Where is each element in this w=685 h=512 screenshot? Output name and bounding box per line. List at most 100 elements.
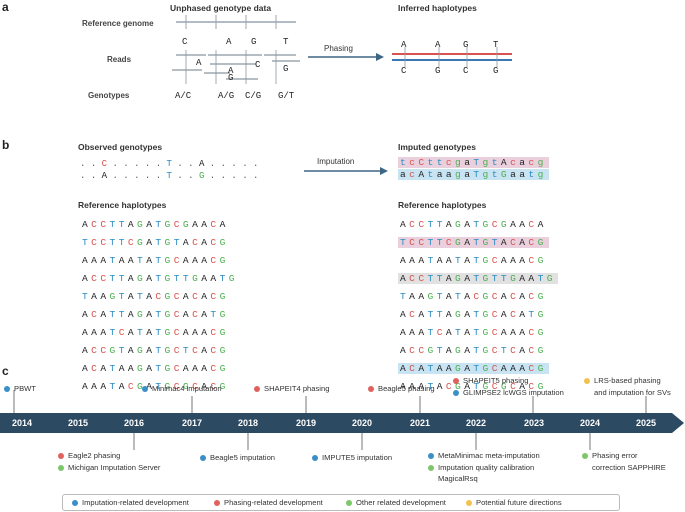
event-label: LRS-based phasing — [594, 376, 661, 385]
green-dot-icon — [582, 453, 588, 459]
panel-c-letter: c — [2, 364, 9, 378]
yellow-dot-icon — [584, 378, 590, 384]
inferred-title: Inferred haplotypes — [398, 3, 477, 13]
legend-future: Potential future directions — [466, 498, 562, 507]
timeline-connectors — [13, 390, 647, 450]
ref-hap-title-right: Reference haplotypes — [398, 200, 487, 210]
read-allele-4: C — [255, 60, 261, 70]
green-dot-icon — [58, 465, 64, 471]
year-2021: 2021 — [410, 418, 431, 428]
event-label: Minimac4 imputation — [152, 384, 222, 393]
haplotype-row: ACATAAGATGCAAACG — [398, 363, 549, 375]
event-beagle5-phasing: Beagle5 phasing — [368, 384, 435, 393]
red-dot-icon — [453, 378, 459, 384]
top-allele-1: C — [182, 37, 188, 47]
event-glimpse2: GLIMPSE2 lcWGS imputation — [453, 388, 564, 397]
event-label: Beagle5 imputation — [210, 453, 276, 462]
read-allele-3: G — [228, 73, 234, 83]
phasing-label: Phasing — [324, 44, 353, 53]
event-label: Beagle5 phasing — [378, 384, 435, 393]
green-dot-icon — [346, 500, 352, 506]
event-label: PBWT — [14, 384, 36, 393]
haplotype-row: TCCTTCGATGTACACG — [398, 237, 549, 249]
year-2014: 2014 — [12, 418, 33, 428]
genotypes-label: Genotypes — [88, 91, 130, 100]
haplotype-row: AAATACGATGCGCACG — [82, 381, 229, 392]
event-pbwt: PBWT — [4, 384, 36, 393]
haplotype-row: ACCTTAGATGTTGAATG — [398, 273, 558, 285]
red-dot-icon — [214, 500, 220, 506]
blue-dot-icon — [453, 390, 459, 396]
red-dot-icon — [368, 386, 374, 392]
observed-row-2: . . A . . . . . T . . G . . . . . — [80, 171, 259, 181]
genotype-1: A/C — [175, 91, 192, 101]
imputed-row-2: acAtaagaTgtGaatg — [398, 169, 549, 181]
genotype-2: A/G — [218, 91, 235, 101]
haplotype-row: ACCTTAGATGCGAACA — [82, 219, 229, 230]
observed-title: Observed genotypes — [78, 142, 163, 152]
genotype-4: G/T — [278, 91, 295, 101]
imputed-title: Imputed genotypes — [398, 142, 476, 152]
year-2025: 2025 — [636, 418, 657, 428]
legend-phasing: Phasing-related development — [214, 498, 323, 507]
legend-box — [62, 494, 620, 511]
read-allele-1: A — [196, 58, 202, 68]
year-2019: 2019 — [296, 418, 317, 428]
blue-dot-icon — [72, 500, 78, 506]
event-quality-calibration: Imputation quality calibration — [428, 463, 534, 472]
top-allele-4: T — [283, 37, 289, 47]
yellow-dot-icon — [466, 500, 472, 506]
haplotype-row: AAATCATATGCAAACG — [82, 327, 229, 338]
year-2022: 2022 — [466, 418, 487, 428]
event-label: Imputation quality calibration — [438, 463, 535, 472]
event-michigan: Michigan Imputation Server — [58, 463, 160, 472]
event-label: SHAPEIT4 phasing — [264, 384, 330, 393]
haplotype-row: ACCTTAGATGTTGAATG — [82, 273, 238, 284]
year-2016: 2016 — [124, 418, 145, 428]
event-label: Michigan Imputation Server — [68, 463, 161, 472]
hap-top-1: A — [401, 40, 407, 50]
blue-dot-icon — [200, 455, 206, 461]
red-dot-icon — [254, 386, 260, 392]
event-sapphire-cont: correction SAPPHIRE — [592, 463, 666, 472]
blue-dot-icon — [4, 386, 10, 392]
haplotype-row: TCCTTCGATGTACACG — [82, 237, 229, 248]
reference-haplotypes-right: ACCTTAGATGCGAACA TCCTTCGATGTACACG AAATAATA… — [398, 214, 558, 394]
event-sapphire: Phasing error — [582, 451, 638, 460]
event-shapeit5: SHAPEIT5 phasing — [453, 376, 528, 385]
event-label: Phasing error — [592, 451, 638, 460]
legend-imputation: Imputation-related development — [72, 498, 189, 507]
haplotype-row: AAATACGATGCGCACG — [400, 381, 547, 392]
event-label: IMPUTE5 imputation — [322, 453, 393, 462]
imputation-label: Imputation — [317, 157, 355, 166]
year-2017: 2017 — [182, 418, 203, 428]
panel-a-letter: a — [2, 0, 9, 14]
imputation-arrow — [304, 167, 388, 175]
haplotype-row: ACATAAGATGCAAACG — [82, 363, 229, 374]
haplotype-row: ACATTAGATGCACATG — [82, 309, 229, 320]
year-2020: 2020 — [352, 418, 373, 428]
imputed-sequence: acAtaagaTgtGaatg — [398, 169, 549, 181]
event-metaminimac: MetaMinimac meta-imputation — [428, 451, 540, 460]
genotype-3: C/G — [245, 91, 262, 101]
hap-top-2: A — [435, 40, 441, 50]
unphased-genotype-diagram — [172, 15, 512, 84]
blue-dot-icon — [428, 453, 434, 459]
panel-b-letter: b — [2, 138, 10, 152]
hap-bottom-3: C — [463, 66, 469, 76]
hap-top-3: G — [463, 40, 469, 50]
haplotype-row: ACATTAGATGCACATG — [400, 309, 547, 320]
ref-hap-title-left: Reference haplotypes — [78, 200, 167, 210]
haplotype-row: ACCGTAGATGCTCACG — [82, 345, 229, 356]
legend-label: Phasing-related development — [224, 498, 323, 507]
year-2018: 2018 — [238, 418, 259, 428]
haplotype-row: ACCGTAGATGCTCACG — [400, 345, 547, 356]
reference-genome-label: Reference genome — [82, 19, 154, 28]
legend-label: Imputation-related development — [82, 498, 189, 507]
haplotype-row: AAATCATATGCAAACG — [400, 327, 547, 338]
haplotype-row: AAATAATATGCAAACG — [82, 255, 229, 266]
top-allele-3: G — [251, 37, 257, 47]
haplotype-row: TAAGTATACGCACACG — [400, 291, 547, 302]
haplotype-row: AAATAATATGCAAACG — [400, 255, 547, 266]
legend-label: Other related development — [356, 498, 446, 507]
